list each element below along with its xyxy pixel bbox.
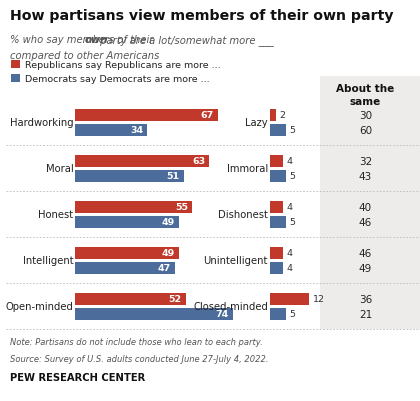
Bar [75,216,179,228]
Text: Democrats say Democrats are more ...: Democrats say Democrats are more ... [25,75,210,83]
Text: PEW RESEARCH CENTER: PEW RESEARCH CENTER [10,372,146,382]
Text: Open-minded: Open-minded [5,302,73,312]
Text: 47: 47 [158,263,171,273]
Bar [75,247,179,259]
Text: 74: 74 [215,310,228,318]
Text: 4: 4 [286,157,292,166]
Text: 46: 46 [359,248,372,258]
Text: 5: 5 [289,310,296,318]
Text: % who say members of their: % who say members of their [10,35,157,45]
Bar [270,216,286,228]
Text: About the
same: About the same [336,84,394,107]
Text: 32: 32 [359,156,372,166]
Text: Hardworking: Hardworking [10,118,74,128]
Bar [270,170,286,182]
Text: 5: 5 [289,218,296,227]
Bar [75,308,233,320]
Bar [75,262,175,274]
Text: 49: 49 [162,249,175,257]
Bar [270,155,283,168]
Text: 49: 49 [359,263,372,273]
Bar [270,247,283,259]
Text: 5: 5 [289,126,296,135]
Text: Lazy: Lazy [245,118,268,128]
Text: 51: 51 [166,172,179,181]
Bar [75,201,192,213]
Text: How partisans view members of their own party: How partisans view members of their own … [10,9,394,23]
Bar [10,75,20,83]
Bar [270,262,283,274]
Text: Dishonest: Dishonest [218,210,268,220]
Text: 4: 4 [286,249,292,257]
Text: 67: 67 [200,111,214,120]
Bar [75,124,147,137]
Text: 52: 52 [168,294,182,304]
Text: 21: 21 [359,309,372,319]
Text: 36: 36 [359,294,372,304]
Text: Moral: Moral [46,164,74,174]
Text: Immoral: Immoral [227,164,268,174]
Bar [270,109,276,122]
Bar [270,201,283,213]
Text: Republicans say Republicans are more ...: Republicans say Republicans are more ... [25,61,220,69]
Bar [75,293,186,305]
Text: 63: 63 [192,157,205,166]
Text: Source: Survey of U.S. adults conducted June 27-July 4, 2022.: Source: Survey of U.S. adults conducted … [10,354,269,363]
Bar [75,109,218,122]
Text: 40: 40 [359,202,372,212]
Text: party are a lot/somewhat more ___: party are a lot/somewhat more ___ [97,35,274,46]
Bar [270,124,286,137]
Text: 60: 60 [359,126,372,136]
Text: 46: 46 [359,217,372,227]
Text: 34: 34 [130,126,143,135]
Bar [320,77,420,330]
Text: Intelligent: Intelligent [23,256,74,266]
Bar [75,170,184,182]
Text: 43: 43 [359,171,372,181]
Text: 4: 4 [286,263,292,273]
Bar [270,293,309,305]
Text: 2: 2 [280,111,286,120]
Text: own: own [84,35,108,45]
Text: 30: 30 [359,111,372,120]
Text: Note: Partisans do not include those who lean to each party.: Note: Partisans do not include those who… [10,338,263,346]
Text: Honest: Honest [38,210,74,220]
Bar [75,155,210,168]
Bar [10,61,20,69]
Text: 49: 49 [162,218,175,227]
Text: Closed-minded: Closed-minded [193,302,268,312]
Text: Unintelligent: Unintelligent [204,256,268,266]
Bar [270,308,286,320]
Text: 4: 4 [286,203,292,212]
Text: 12: 12 [312,294,325,304]
Text: 55: 55 [175,203,188,212]
Text: compared to other Americans: compared to other Americans [10,51,160,61]
Text: 5: 5 [289,172,296,181]
